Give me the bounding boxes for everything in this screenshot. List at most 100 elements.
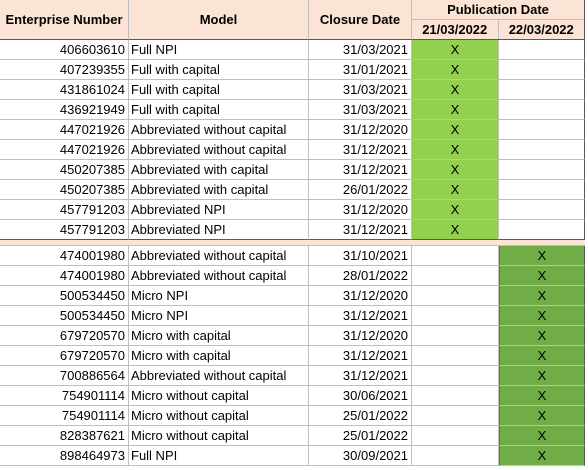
cell-closure-date[interactable]: 31/12/2021	[309, 220, 412, 240]
cell-publication-22-03-2022[interactable]	[499, 180, 585, 200]
cell-model[interactable]: Full NPI	[129, 446, 309, 466]
cell-closure-date[interactable]: 28/01/2022	[309, 266, 412, 286]
header-date-1[interactable]: 21/03/2022	[412, 20, 499, 39]
cell-publication-21-03-2022[interactable]	[412, 346, 499, 366]
cell-closure-date[interactable]: 30/09/2021	[309, 446, 412, 466]
cell-publication-22-03-2022[interactable]: X	[499, 346, 585, 366]
cell-publication-22-03-2022[interactable]: X	[499, 326, 585, 346]
cell-model[interactable]: Abbreviated with capital	[129, 180, 309, 200]
cell-publication-22-03-2022[interactable]: X	[499, 386, 585, 406]
cell-closure-date[interactable]: 31/03/2021	[309, 100, 412, 120]
cell-publication-22-03-2022[interactable]	[499, 200, 585, 220]
cell-enterprise-number[interactable]: 450207385	[0, 180, 129, 200]
cell-enterprise-number[interactable]: 474001980	[0, 266, 129, 286]
cell-publication-22-03-2022[interactable]: X	[499, 426, 585, 446]
cell-model[interactable]: Micro NPI	[129, 306, 309, 326]
cell-publication-21-03-2022[interactable]	[412, 406, 499, 426]
cell-model[interactable]: Abbreviated without capital	[129, 366, 309, 386]
cell-closure-date[interactable]: 31/12/2020	[309, 120, 412, 140]
cell-closure-date[interactable]: 31/10/2021	[309, 246, 412, 266]
cell-model[interactable]: Abbreviated without capital	[129, 246, 309, 266]
cell-model[interactable]: Full with capital	[129, 80, 309, 100]
cell-publication-21-03-2022[interactable]: X	[412, 180, 499, 200]
cell-enterprise-number[interactable]: 406603610	[0, 40, 129, 60]
cell-closure-date[interactable]: 31/12/2021	[309, 140, 412, 160]
cell-enterprise-number[interactable]: 474001980	[0, 246, 129, 266]
cell-model[interactable]: Micro without capital	[129, 406, 309, 426]
cell-model[interactable]: Full with capital	[129, 100, 309, 120]
cell-closure-date[interactable]: 31/12/2020	[309, 286, 412, 306]
cell-enterprise-number[interactable]: 431861024	[0, 80, 129, 100]
cell-publication-21-03-2022[interactable]: X	[412, 200, 499, 220]
cell-closure-date[interactable]: 31/12/2020	[309, 200, 412, 220]
cell-closure-date[interactable]: 31/12/2021	[309, 346, 412, 366]
cell-publication-22-03-2022[interactable]: X	[499, 306, 585, 326]
cell-closure-date[interactable]: 31/12/2020	[309, 326, 412, 346]
cell-model[interactable]: Micro with capital	[129, 326, 309, 346]
cell-publication-21-03-2022[interactable]: X	[412, 220, 499, 240]
cell-publication-21-03-2022[interactable]: X	[412, 120, 499, 140]
cell-enterprise-number[interactable]: 500534450	[0, 286, 129, 306]
cell-model[interactable]: Micro NPI	[129, 286, 309, 306]
cell-publication-21-03-2022[interactable]: X	[412, 60, 499, 80]
cell-closure-date[interactable]: 25/01/2022	[309, 426, 412, 446]
cell-publication-21-03-2022[interactable]	[412, 286, 499, 306]
cell-enterprise-number[interactable]: 828387621	[0, 426, 129, 446]
cell-publication-22-03-2022[interactable]: X	[499, 246, 585, 266]
cell-enterprise-number[interactable]: 754901114	[0, 406, 129, 426]
cell-enterprise-number[interactable]: 407239355	[0, 60, 129, 80]
cell-publication-21-03-2022[interactable]	[412, 306, 499, 326]
cell-model[interactable]: Abbreviated with capital	[129, 160, 309, 180]
cell-publication-21-03-2022[interactable]	[412, 446, 499, 466]
cell-publication-22-03-2022[interactable]: X	[499, 266, 585, 286]
cell-publication-22-03-2022[interactable]	[499, 100, 585, 120]
cell-model[interactable]: Full NPI	[129, 40, 309, 60]
cell-publication-21-03-2022[interactable]: X	[412, 80, 499, 100]
cell-model[interactable]: Micro without capital	[129, 386, 309, 406]
cell-enterprise-number[interactable]: 679720570	[0, 346, 129, 366]
cell-enterprise-number[interactable]: 754901114	[0, 386, 129, 406]
cell-publication-21-03-2022[interactable]: X	[412, 160, 499, 180]
cell-closure-date[interactable]: 31/01/2021	[309, 60, 412, 80]
cell-publication-22-03-2022[interactable]: X	[499, 406, 585, 426]
cell-model[interactable]: Abbreviated without capital	[129, 140, 309, 160]
cell-enterprise-number[interactable]: 447021926	[0, 140, 129, 160]
cell-publication-22-03-2022[interactable]	[499, 80, 585, 100]
cell-enterprise-number[interactable]: 679720570	[0, 326, 129, 346]
cell-publication-21-03-2022[interactable]: X	[412, 140, 499, 160]
cell-enterprise-number[interactable]: 500534450	[0, 306, 129, 326]
cell-enterprise-number[interactable]: 898464973	[0, 446, 129, 466]
cell-enterprise-number[interactable]: 436921949	[0, 100, 129, 120]
cell-closure-date[interactable]: 31/12/2021	[309, 366, 412, 386]
cell-enterprise-number[interactable]: 457791203	[0, 220, 129, 240]
header-closure-date[interactable]: Closure Date	[309, 0, 412, 40]
header-date-2[interactable]: 22/03/2022	[508, 22, 574, 37]
cell-publication-21-03-2022[interactable]	[412, 326, 499, 346]
cell-publication-21-03-2022[interactable]	[412, 426, 499, 446]
cell-model[interactable]: Abbreviated NPI	[129, 200, 309, 220]
cell-closure-date[interactable]: 25/01/2022	[309, 406, 412, 426]
cell-closure-date[interactable]: 31/03/2021	[309, 80, 412, 100]
cell-closure-date[interactable]: 30/06/2021	[309, 386, 412, 406]
cell-model[interactable]: Micro with capital	[129, 346, 309, 366]
cell-closure-date[interactable]: 26/01/2022	[309, 180, 412, 200]
cell-model[interactable]: Full with capital	[129, 60, 309, 80]
cell-model[interactable]: Abbreviated without capital	[129, 266, 309, 286]
cell-publication-22-03-2022[interactable]	[499, 60, 585, 80]
header-publication-date[interactable]: Publication Date	[412, 0, 584, 20]
cell-publication-22-03-2022[interactable]: X	[499, 446, 585, 466]
cell-publication-21-03-2022[interactable]: X	[412, 100, 499, 120]
cell-closure-date[interactable]: 31/03/2021	[309, 40, 412, 60]
cell-publication-22-03-2022[interactable]	[499, 40, 585, 60]
cell-closure-date[interactable]: 31/12/2021	[309, 306, 412, 326]
cell-enterprise-number[interactable]: 450207385	[0, 160, 129, 180]
cell-publication-22-03-2022[interactable]	[499, 140, 585, 160]
cell-closure-date[interactable]: 31/12/2021	[309, 160, 412, 180]
cell-publication-22-03-2022[interactable]: X	[499, 286, 585, 306]
cell-model[interactable]: Abbreviated NPI	[129, 220, 309, 240]
cell-enterprise-number[interactable]: 700886564	[0, 366, 129, 386]
cell-model[interactable]: Abbreviated without capital	[129, 120, 309, 140]
cell-enterprise-number[interactable]: 457791203	[0, 200, 129, 220]
cell-enterprise-number[interactable]: 447021926	[0, 120, 129, 140]
cell-publication-22-03-2022[interactable]	[499, 120, 585, 140]
